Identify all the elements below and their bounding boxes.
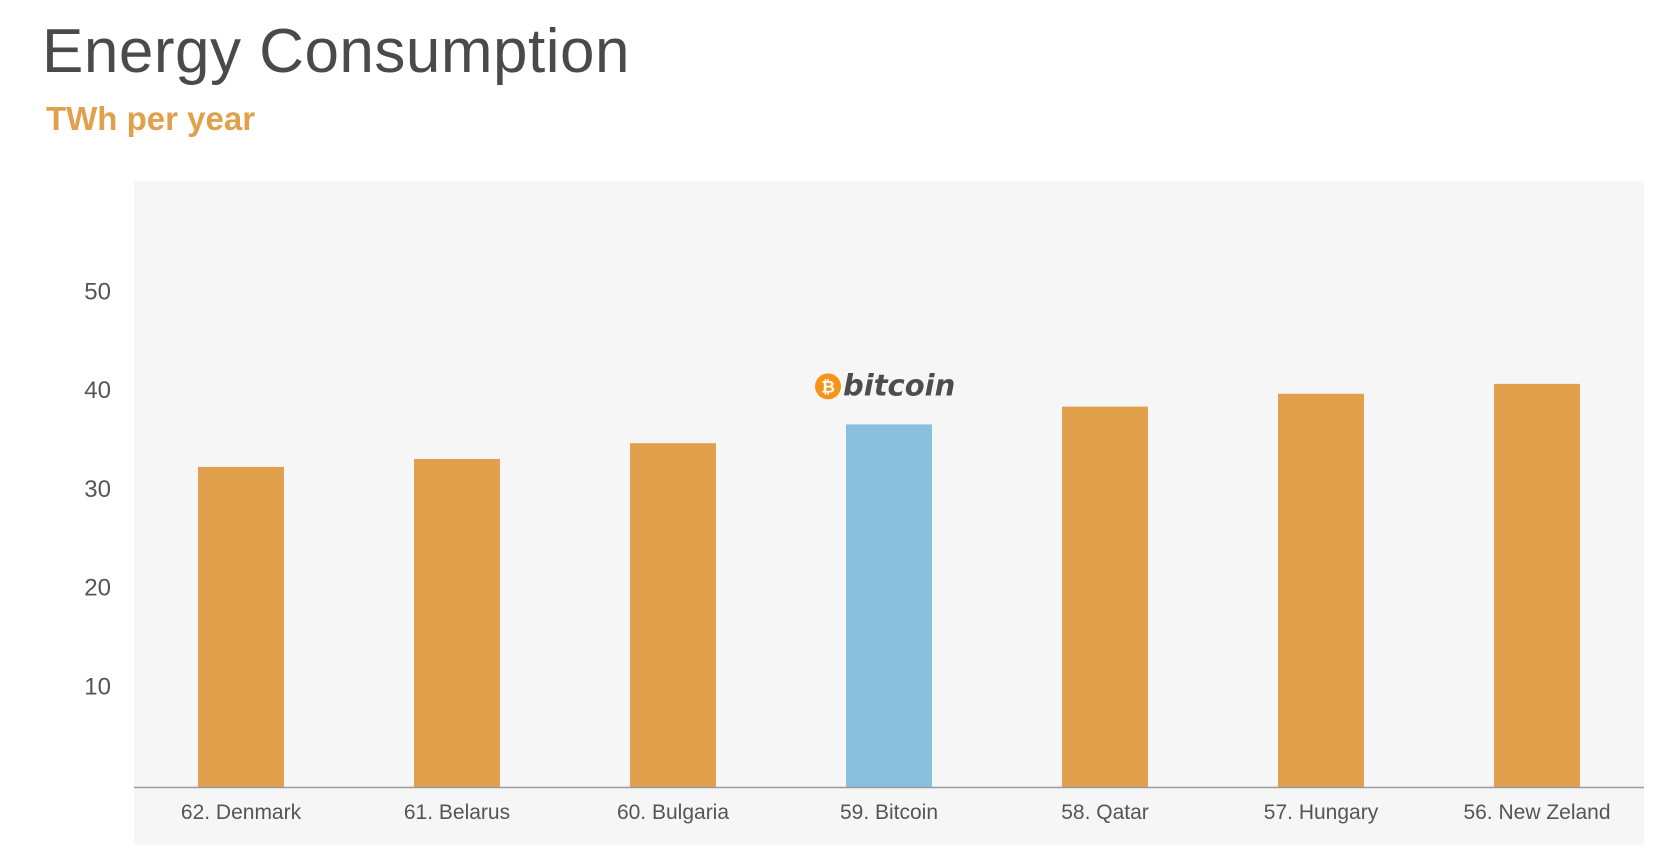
y-tick-label: 50 xyxy=(84,278,111,305)
x-tick-label: 59. Bitcoin xyxy=(840,801,938,824)
bar xyxy=(414,459,500,787)
bitcoin-symbol-icon: ₿ xyxy=(821,377,835,397)
y-tick-label: 20 xyxy=(84,575,111,602)
y-axis-ticks: 10 20 30 40 50 xyxy=(84,278,111,700)
bitcoin-logo-text: bitcoin xyxy=(843,368,955,402)
bar xyxy=(846,424,932,787)
bar xyxy=(1278,394,1364,787)
y-tick-label: 40 xyxy=(84,377,111,404)
bar xyxy=(198,467,284,787)
bar xyxy=(1062,407,1148,787)
x-tick-label: 57. Hungary xyxy=(1264,801,1379,824)
bar xyxy=(630,443,716,787)
x-tick-label: 56. New Zeland xyxy=(1463,801,1610,824)
x-tick-label: 62. Denmark xyxy=(181,801,302,824)
y-tick-label: 30 xyxy=(84,476,111,503)
x-tick-label: 58. Qatar xyxy=(1061,801,1149,824)
bar xyxy=(1494,384,1580,787)
x-tick-label: 60. Bulgaria xyxy=(617,801,729,824)
x-tick-label: 61. Belarus xyxy=(404,801,510,824)
y-tick-label: 10 xyxy=(84,674,111,701)
